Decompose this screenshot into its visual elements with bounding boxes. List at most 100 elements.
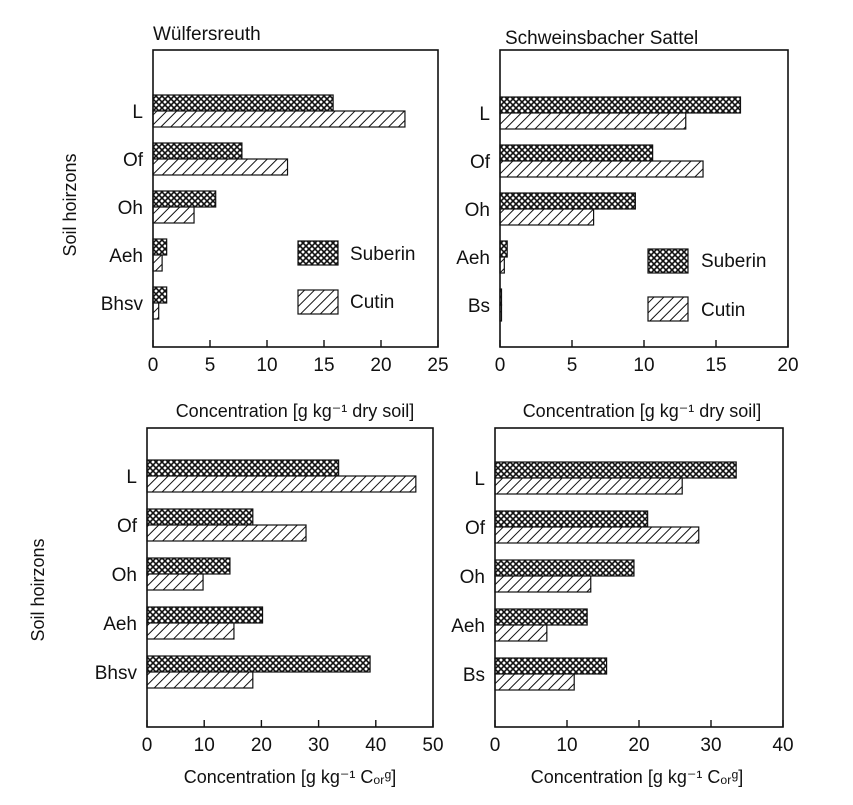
bar-cutin-oh [499,208,595,226]
bar-cutin-bs [494,673,575,691]
y-tick-label-l: L [479,104,490,125]
bar-cutin-l [146,475,417,493]
y-tick-label-oh: Oh [118,198,143,219]
bar-cutin-of [499,160,704,178]
bar-suberin-l [152,94,334,112]
x-tick-label-10: 10 [194,735,215,756]
bar-suberin-l [499,96,742,114]
y-tick-label-bhsv: Bhsv [101,294,144,315]
bar-cutin-of [146,524,307,542]
legend-label-suberin: Suberin [350,244,416,265]
legend-swatch-suberin [647,248,689,274]
bar-cutin-of [152,158,289,176]
bar-cutin-aeh [152,254,163,272]
x-tick-label-15: 15 [313,355,334,376]
x-tick-label-50: 50 [422,735,443,756]
chart-title: Schweinsbacher Sattel [505,28,698,49]
y-tick-label-aeh: Aeh [103,614,137,635]
y-tick-label-of: Of [470,152,491,173]
y-tick-label-of: Of [123,150,144,171]
bar-suberin-bs [494,657,608,675]
x-tick-label-25: 25 [427,355,448,376]
y-tick-label-l: L [126,467,137,488]
legend-swatch-suberin [297,240,339,266]
bar-cutin-bhsv [152,302,160,320]
y-axis-label-top: Soil hoirzons [60,153,80,256]
legend-swatch-cutin [647,296,689,322]
y-tick-label-l: L [132,102,143,123]
x-tick-label-10: 10 [556,735,577,756]
x-tick-label-40: 40 [365,735,386,756]
bar-suberin-aeh [494,608,588,626]
bar-suberin-of [499,144,654,162]
x-tick-label-30: 30 [700,735,721,756]
chart-panel-3: L Of Oh Aeh Bhsv 0 10 20 30 40 50 [95,427,444,756]
bar-cutin-oh [494,575,592,593]
bar-suberin-aeh [146,606,264,624]
bar-suberin-of [146,508,254,526]
bar-suberin-bhsv [152,286,168,304]
chart-panel-2: L Of Oh Aeh Bs 0 5 10 15 20 Schweinsbacher Sattel [456,28,798,376]
bar-suberin-l [494,461,737,479]
y-tick-label-bhsv: Bhsv [95,663,138,684]
x-axis-label-bottom-right: Concentration [g kg⁻¹ Cₒᵣᵍ] [531,767,743,787]
legend-label-suberin: Suberin [701,251,767,272]
bar-cutin-oh [146,573,204,591]
plot-frame [146,427,434,728]
legend-left: Suberin Cutin [297,240,416,315]
x-tick-label-10: 10 [633,355,654,376]
legend-swatch-cutin [297,289,339,315]
bar-cutin-aeh [146,622,235,640]
bar-suberin-bhsv [146,655,371,673]
legend-label-cutin: Cutin [350,292,394,313]
x-tick-label-20: 20 [628,735,649,756]
y-tick-label-oh: Oh [112,565,137,586]
y-tick-label-aeh: Aeh [456,248,490,269]
bar-suberin-oh [494,559,635,577]
y-tick-label-l: L [474,469,485,490]
bar-suberin-oh [146,557,231,575]
bar-suberin-aeh [152,238,168,256]
x-tick-label-0: 0 [148,355,159,376]
y-tick-label-of: Of [117,516,138,537]
y-tick-label-oh: Oh [460,567,485,588]
x-tick-label-20: 20 [370,355,391,376]
y-tick-label-oh: Oh [465,200,490,221]
x-tick-label-15: 15 [705,355,726,376]
bar-suberin-oh [152,190,217,208]
y-tick-label-aeh: Aeh [451,616,485,637]
x-tick-label-0: 0 [142,735,153,756]
bar-cutin-l [152,110,406,128]
legend-right: Suberin Cutin [647,248,767,322]
bar-suberin-of [152,142,243,160]
bar-suberin-oh [499,192,636,210]
y-axis-label-bottom: Soil hoirzons [28,538,48,641]
x-axis-label-top-left: Concentration [g kg⁻¹ dry soil] [176,401,415,421]
y-tick-label-aeh: Aeh [109,246,143,267]
chart-panel-1: L Of Oh Aeh Bhsv 0 5 10 15 20 25 Wülfersreuth [101,24,449,376]
x-tick-label-30: 30 [308,735,329,756]
x-tick-label-5: 5 [205,355,216,376]
chart-title: Wülfersreuth [153,24,261,45]
x-tick-label-0: 0 [490,735,501,756]
bar-suberin-aeh [499,240,508,258]
legend-label-cutin: Cutin [701,300,745,321]
bar-suberin-l [146,459,340,477]
x-tick-label-20: 20 [251,735,272,756]
chart-panel-4: L Of Oh Aeh Bs 0 10 20 30 40 [451,427,794,756]
bar-cutin-aeh [494,624,548,642]
x-tick-label-40: 40 [772,735,793,756]
y-tick-label-bs: Bs [463,665,485,686]
x-tick-label-5: 5 [567,355,578,376]
bar-cutin-bhsv [146,671,254,689]
bar-cutin-l [499,112,687,130]
y-tick-label-of: Of [465,518,486,539]
plot-frame [152,49,439,348]
x-tick-label-10: 10 [256,355,277,376]
bar-cutin-of [494,526,700,544]
bar-cutin-l [494,477,683,495]
x-axis-label-bottom-left: Concentration [g kg⁻¹ Cₒᵣᵍ] [184,767,396,787]
x-tick-label-0: 0 [495,355,506,376]
x-tick-label-20: 20 [777,355,798,376]
